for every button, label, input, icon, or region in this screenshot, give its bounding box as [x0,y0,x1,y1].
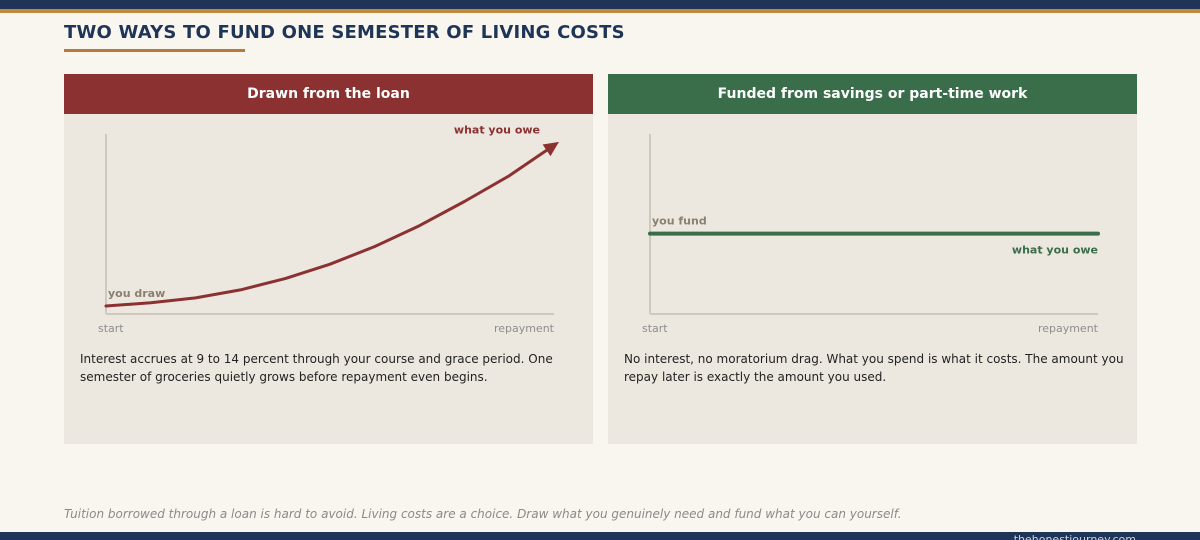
bottom-accent-bar [0,532,1200,540]
annotation-start: you draw [108,287,165,300]
page-title: TWO WAYS TO FUND ONE SEMESTER OF LIVING … [64,22,625,43]
loan-panel: Drawn from the loan start repayment you dr… [64,74,593,444]
x-tick-repayment: repayment [494,322,555,335]
annotation-end: what you owe [1012,244,1098,257]
footer-note: Tuition borrowed through a loan is hard … [64,507,902,521]
savings-panel-header: Funded from savings or part-time work [608,74,1137,114]
x-tick-start: start [98,322,124,335]
loan-panel-description: Interest accrues at 9 to 14 percent thro… [80,352,553,384]
savings-panel-description: No interest, no moratorium drag. What yo… [624,352,1124,384]
savings-panel: Funded from savings or part-time work st… [608,74,1137,444]
savings-chart: start repayment you fund what you owe [642,134,1100,335]
top-gold-stripe [0,9,1200,13]
x-tick-repayment: repayment [1038,322,1099,335]
annotation-start: you fund [652,215,707,228]
loan-panel-header: Drawn from the loan [64,74,593,114]
x-tick-start: start [642,322,668,335]
site-credit: thehonestjourney.com [1013,533,1136,540]
title-underline [64,49,245,52]
top-accent-bar [0,0,1200,9]
arrowhead-marker [542,141,559,157]
series-line [104,143,556,308]
annotation-end: what you owe [454,123,540,136]
loan-chart: start repayment you draw what you owe [98,123,559,335]
